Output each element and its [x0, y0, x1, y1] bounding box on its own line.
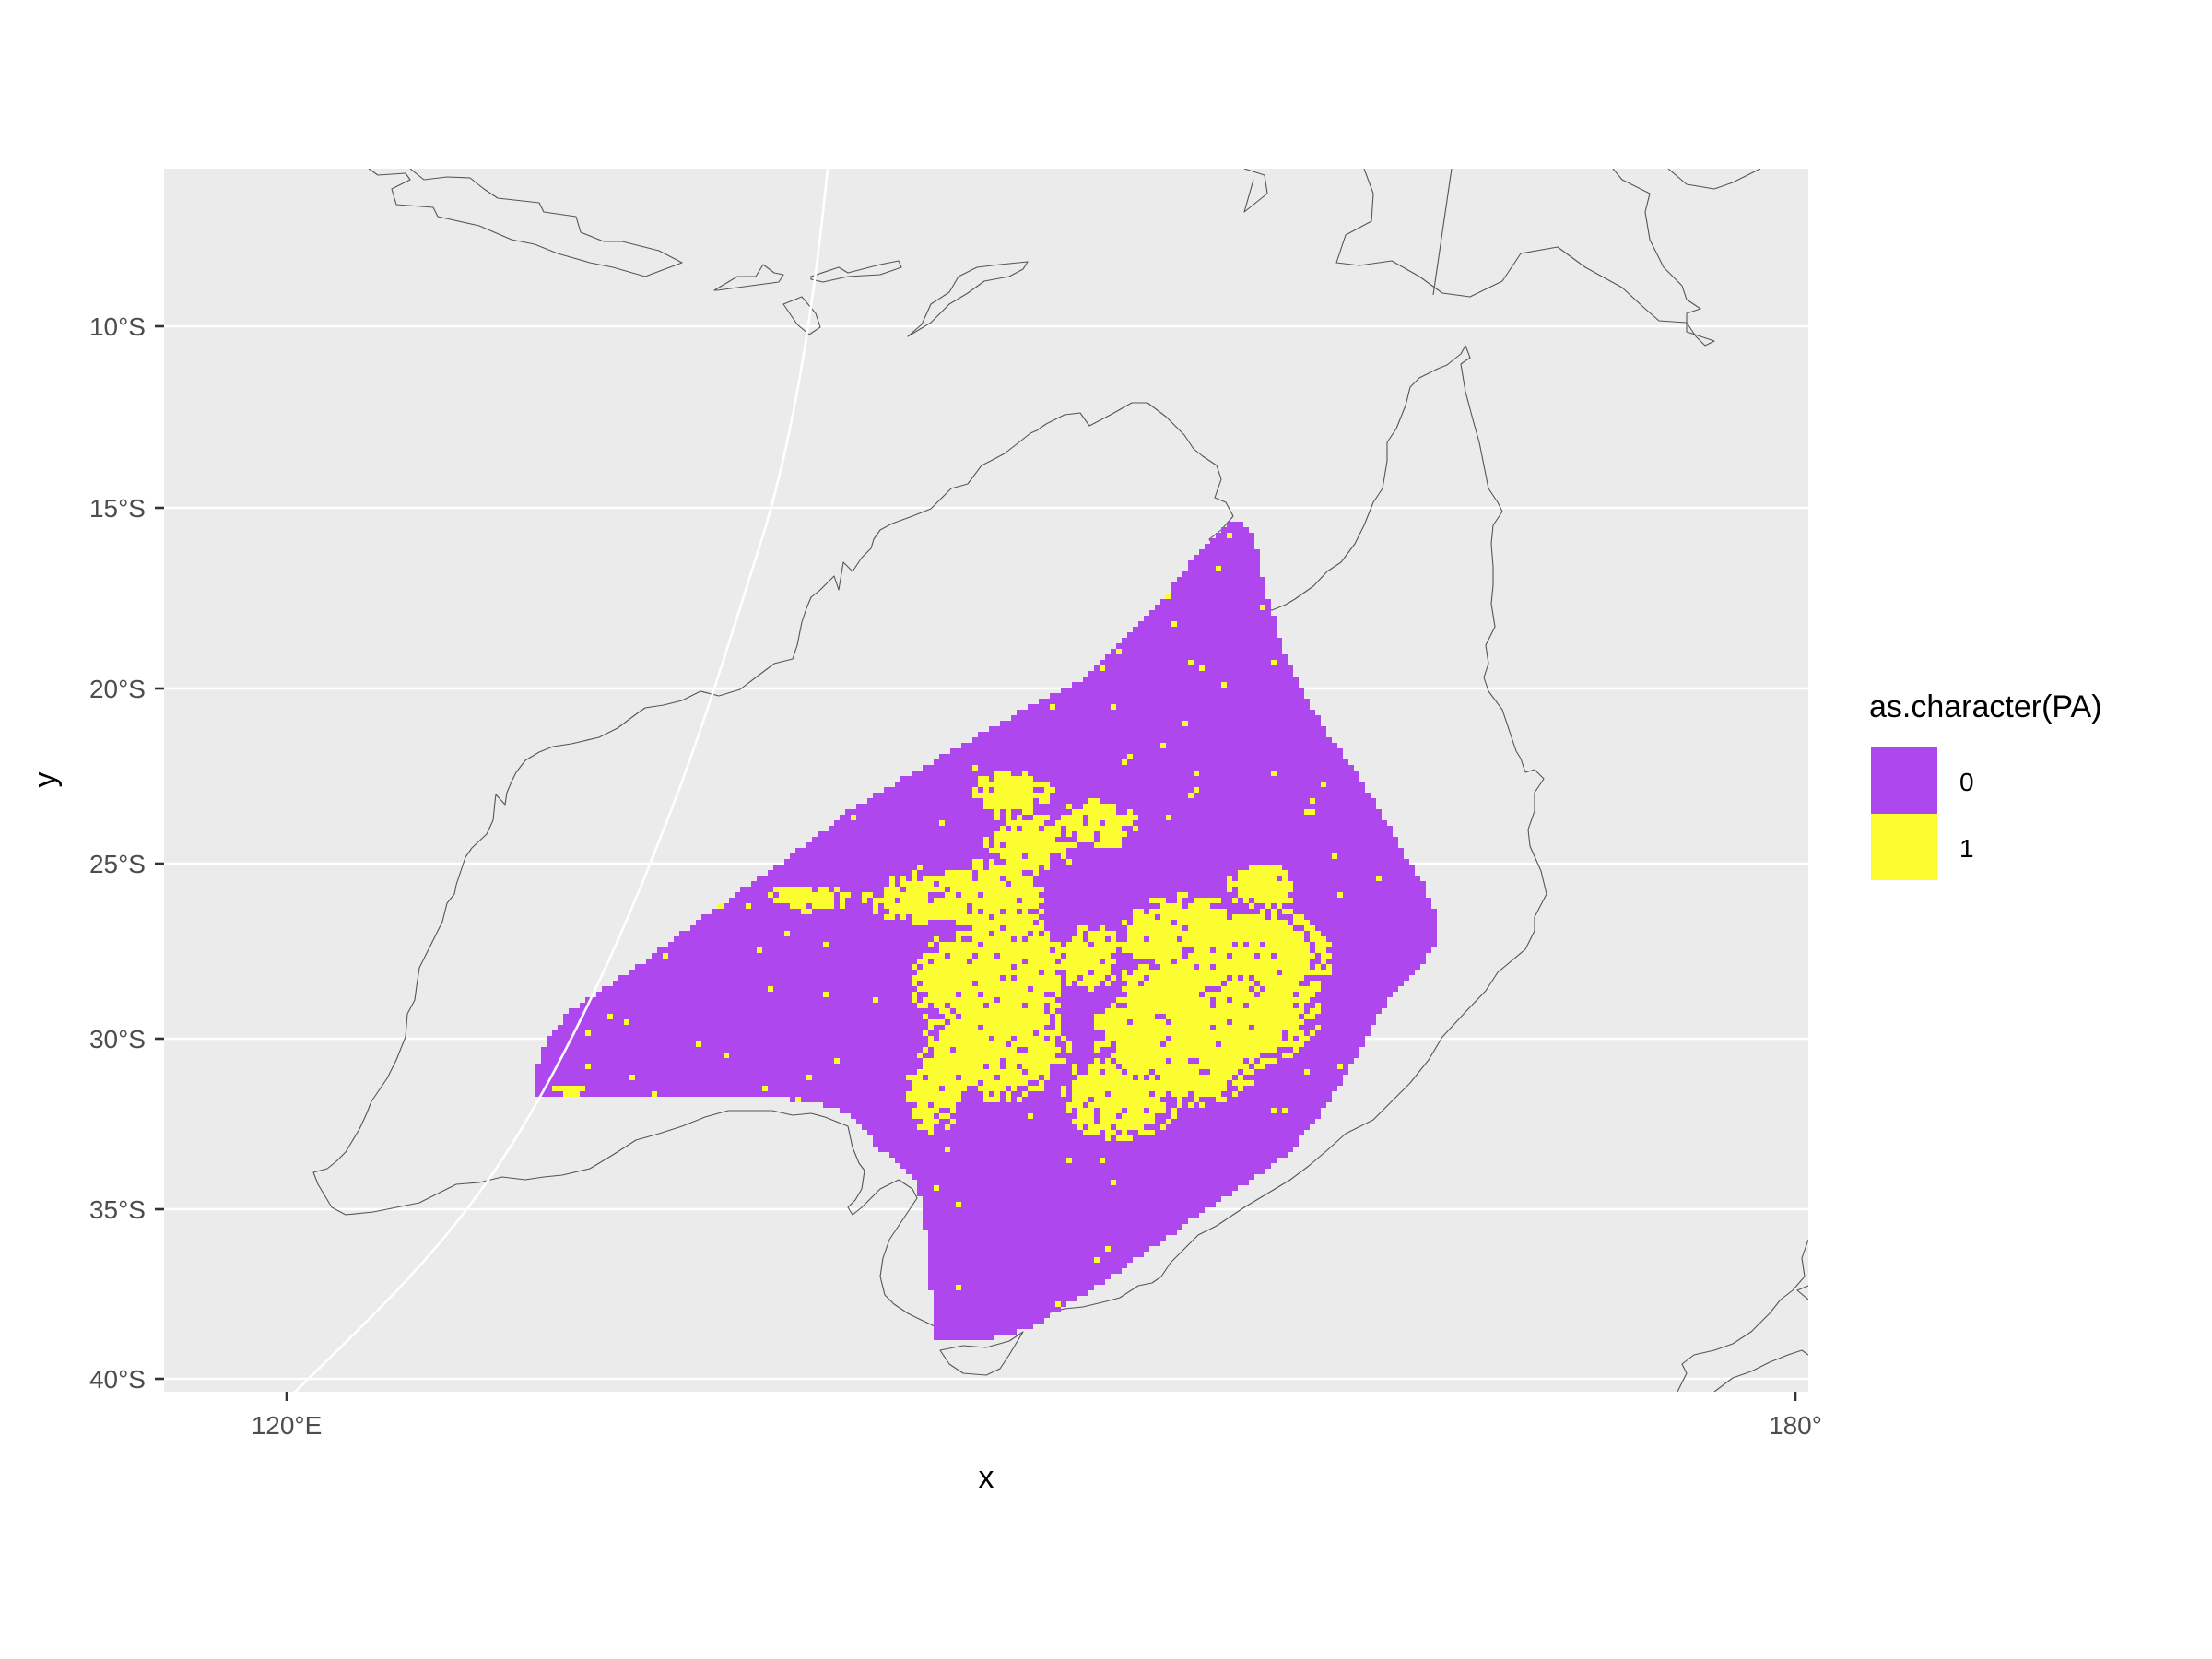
y-tick-label: 40°S — [89, 1365, 146, 1394]
coastlines — [312, 169, 1808, 1392]
legend-key-1 — [1871, 814, 1937, 880]
legend-label-0: 0 — [1959, 768, 1974, 796]
meridian-line — [293, 169, 830, 1392]
y-tick-label: 30°S — [89, 1025, 146, 1053]
y-tick-label: 35°S — [89, 1195, 146, 1224]
legend-key-0 — [1871, 747, 1937, 814]
x-axis-title: x — [979, 1460, 994, 1495]
legend-title: as.character(PA) — [1869, 689, 2102, 724]
x-axis: 120°E 180° — [252, 1392, 1822, 1440]
y-tick-label: 10°S — [89, 312, 146, 341]
raster-cells-1 — [552, 533, 1382, 1307]
legend: as.character(PA) 0 1 — [1869, 689, 2102, 880]
legend-label-1: 1 — [1959, 834, 1974, 863]
y-axis: 10°S 15°S 20°S 25°S 30°S 35°S 40°S — [89, 312, 164, 1394]
raster-cells-0 — [535, 522, 1437, 1340]
raster-layer — [535, 522, 1437, 1340]
y-tick-label: 15°S — [89, 494, 146, 523]
x-tick-label: 180° — [1769, 1411, 1822, 1440]
x-tick-label: 120°E — [252, 1411, 323, 1440]
y-axis-title: y — [28, 772, 63, 788]
y-tick-label: 25°S — [89, 850, 146, 878]
y-tick-label: 20°S — [89, 675, 146, 703]
